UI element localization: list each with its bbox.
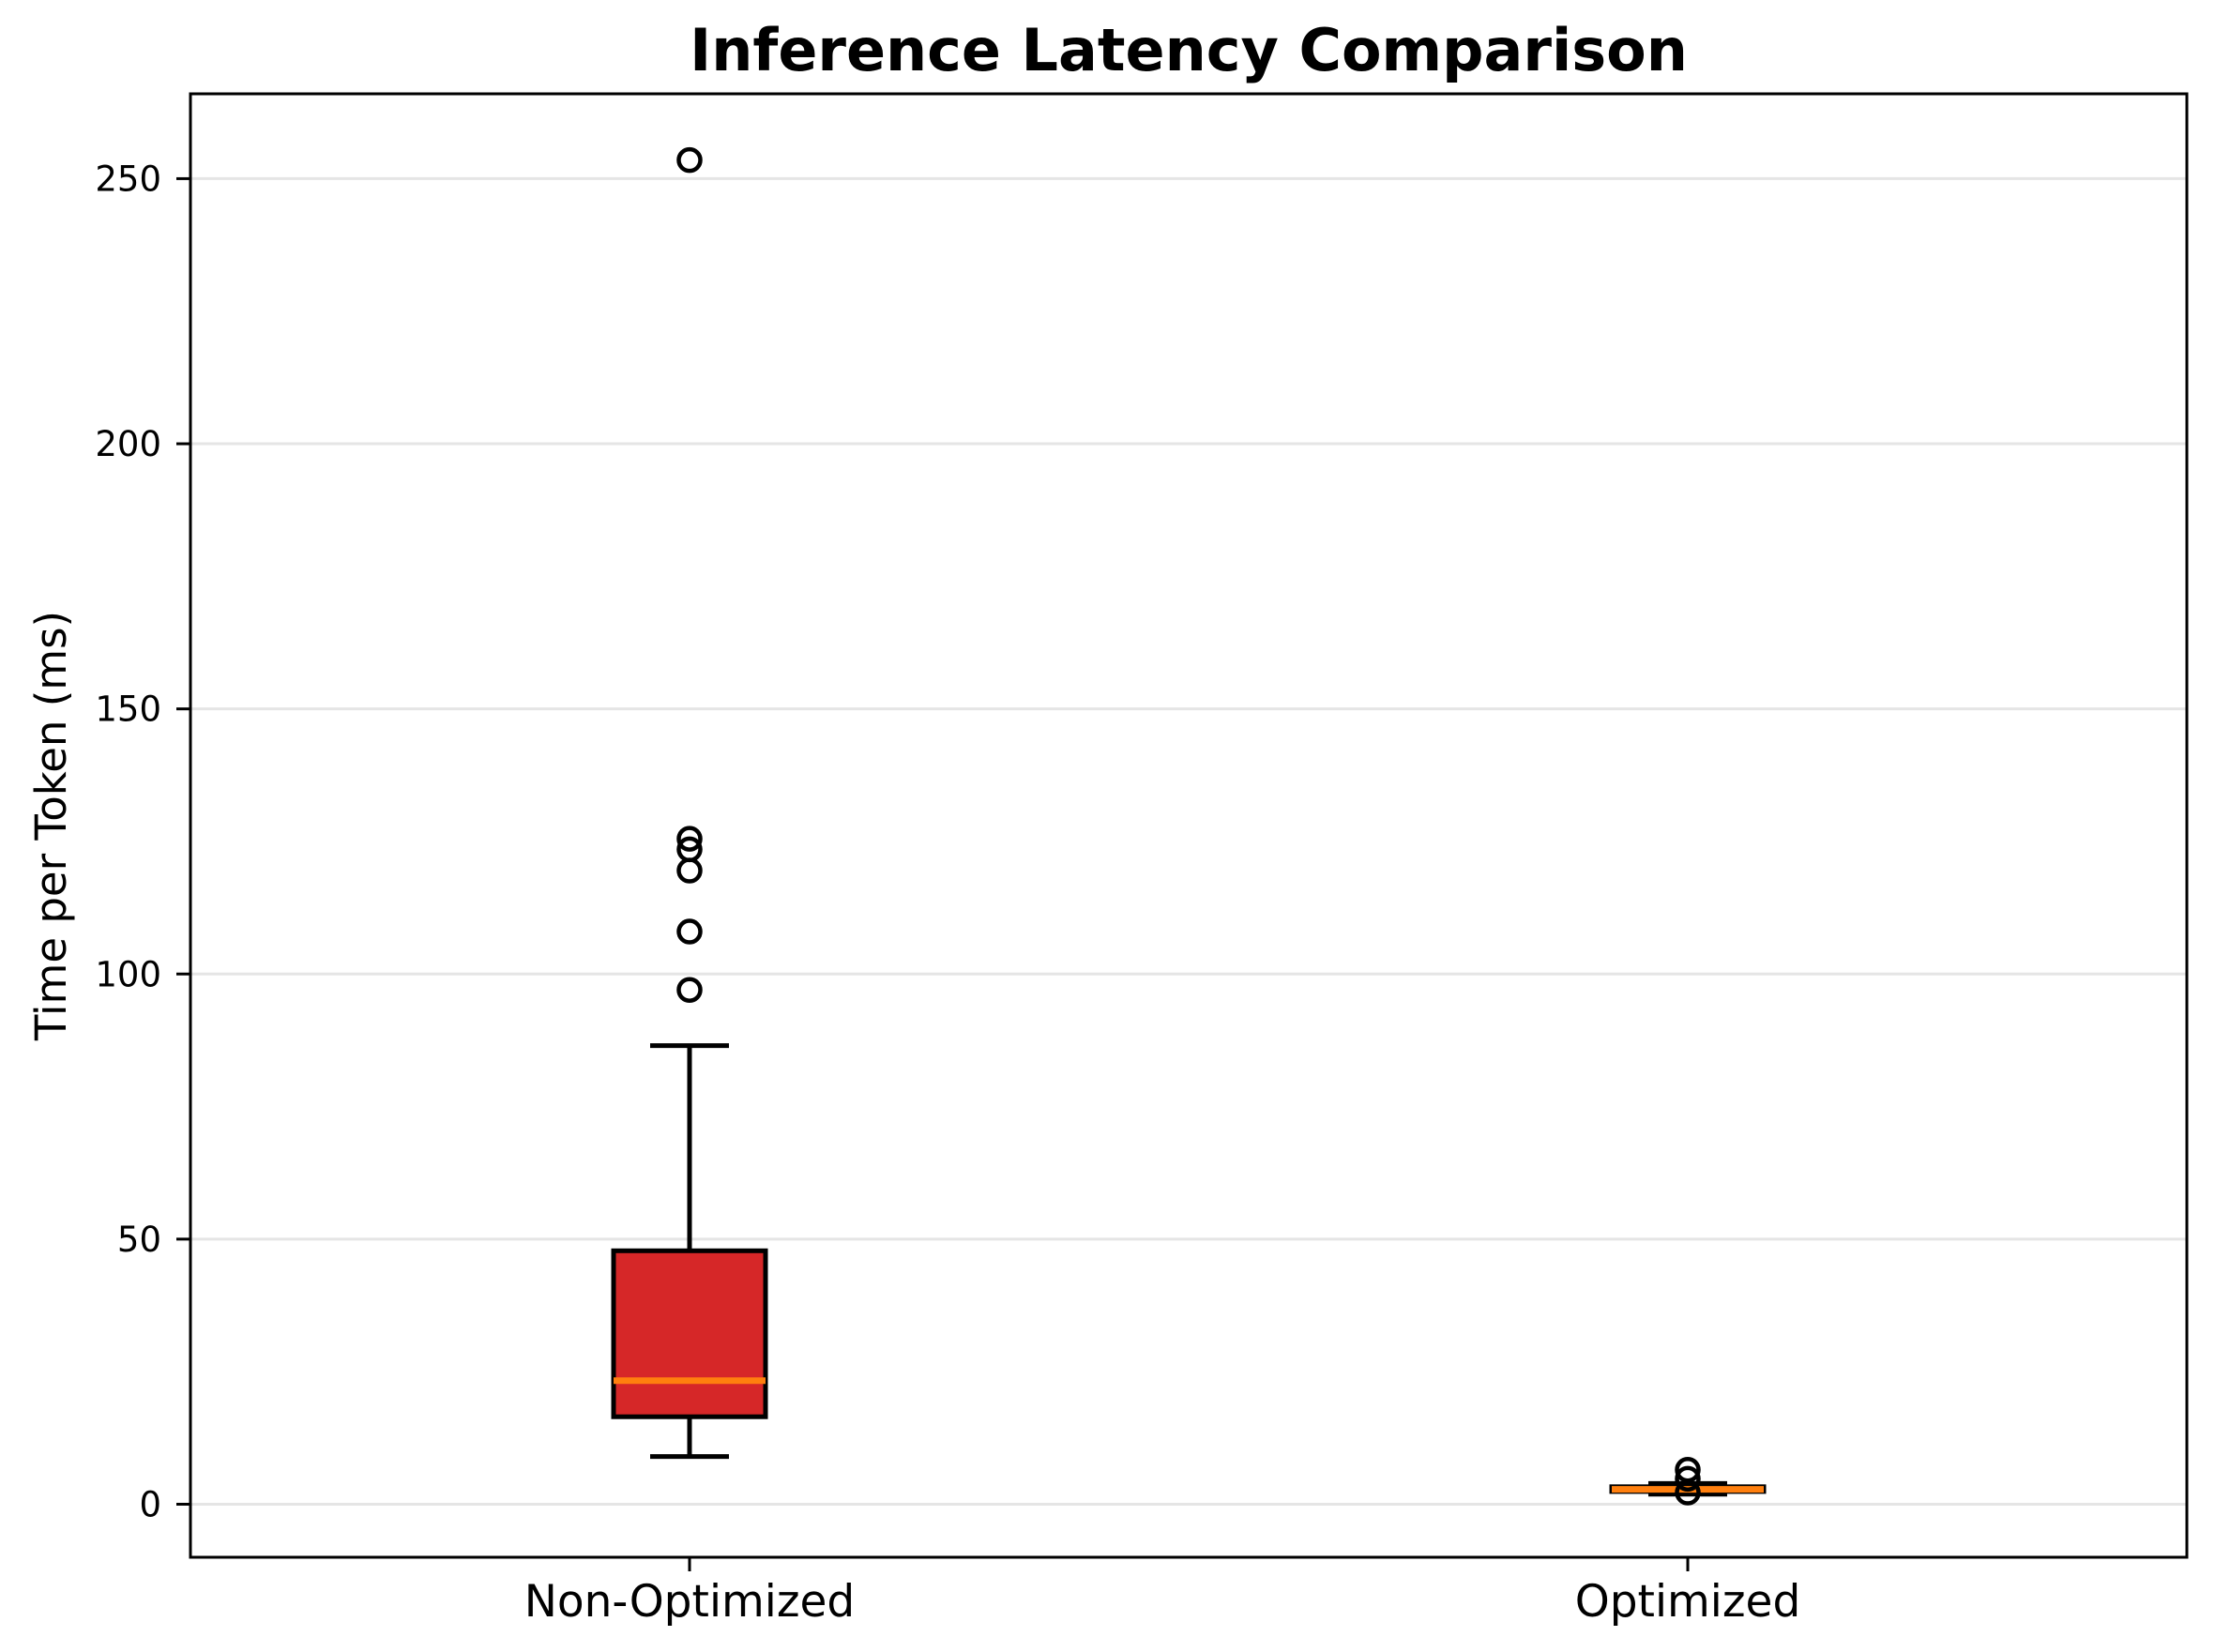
y-axis-label: Time per Token (ms) (26, 611, 76, 1041)
outlier-marker-non-optimized-1 (676, 918, 703, 945)
x-tick-label-non-optimized: Non-Optimized (524, 1576, 856, 1628)
gridline-layer (190, 176, 2187, 1506)
outlier-marker-non-optimized-3 (676, 836, 703, 863)
chart-title: Inference Latency Comparison (690, 16, 1688, 84)
outlier-marker-optimized-2 (1675, 1479, 1701, 1506)
axis-layer: 0 50 100 150 200 250 Non-Optimized Optimized (95, 92, 2189, 1628)
y-tick-label-200: 200 (95, 424, 161, 464)
y-tick-label-0: 0 (139, 1484, 161, 1524)
outlier-marker-non-optimized-4 (676, 826, 703, 852)
box-non-optimized (611, 1248, 768, 1419)
outlier-marker-non-optimized-2 (676, 857, 703, 884)
y-tick-label-150: 150 (95, 690, 161, 730)
y-tick-label-250: 250 (95, 159, 161, 199)
outlier-marker-optimized-1 (1675, 1465, 1701, 1493)
x-tick-label-optimized: Optimized (1575, 1576, 1801, 1628)
plot-frame (189, 92, 2189, 1559)
outlier-marker-non-optimized-0 (676, 977, 703, 1003)
y-tick-label-100: 100 (95, 954, 161, 994)
y-tick-label-50: 50 (117, 1220, 161, 1260)
outlier-marker-non-optimized-5 (676, 146, 703, 174)
box-layer (611, 146, 1767, 1506)
